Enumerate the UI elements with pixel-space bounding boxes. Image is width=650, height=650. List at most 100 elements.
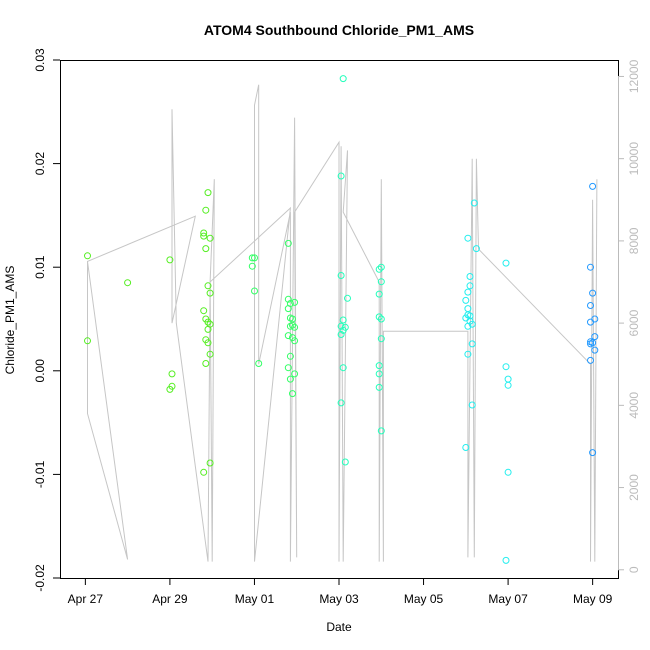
data-point (464, 305, 472, 313)
data-point (200, 229, 208, 237)
data-point (337, 272, 345, 279)
data-point (337, 399, 345, 407)
data-point (284, 332, 292, 340)
data-point (589, 182, 597, 190)
data-points (84, 75, 599, 564)
y-tick-label: -0.01 (33, 460, 47, 488)
data-point (591, 315, 599, 323)
data-point (589, 289, 597, 297)
data-point (284, 305, 292, 313)
data-point (337, 331, 345, 338)
y2-tick-label: 10000 (627, 142, 641, 176)
altitude-trace (86, 84, 598, 562)
data-point (375, 370, 383, 378)
data-point (200, 307, 208, 315)
data-point (502, 259, 510, 267)
secondary-y-axis: 0 2000 4000 6000 8000 10000 12000 (618, 59, 641, 573)
y-tick-label: 0.01 (33, 255, 47, 279)
data-point (377, 263, 385, 271)
x-axis-title: Date (326, 620, 352, 634)
data-point (291, 323, 299, 331)
x-tick-label: May 01 (235, 592, 275, 606)
data-point (339, 326, 347, 334)
data-point (504, 375, 512, 383)
data-point (206, 289, 214, 297)
data-point (464, 234, 472, 242)
data-point (341, 458, 349, 466)
data-point (464, 322, 472, 330)
data-point (375, 290, 383, 298)
data-point (466, 273, 474, 280)
data-point (204, 318, 212, 326)
y2-tick-label: 2000 (627, 474, 641, 501)
x-tick-label: Apr 29 (152, 592, 188, 606)
data-point (166, 256, 174, 264)
data-point (587, 263, 594, 271)
data-point (202, 206, 210, 214)
data-point (206, 459, 214, 467)
data-point (587, 356, 594, 364)
data-point (202, 245, 210, 253)
data-point (248, 254, 256, 262)
data-point (204, 325, 212, 333)
data-point (591, 346, 599, 354)
data-point (84, 337, 91, 345)
data-point (291, 370, 299, 378)
data-point (166, 385, 174, 393)
data-point (375, 383, 383, 391)
data-point (462, 296, 470, 304)
y2-tick-label: 12000 (627, 59, 641, 93)
data-point (286, 352, 294, 360)
data-point (255, 360, 263, 367)
y-tick-label: 0.02 (33, 152, 47, 176)
data-point (200, 468, 208, 476)
data-point (464, 288, 472, 296)
y-tick-label: -0.02 (33, 564, 47, 592)
data-point (589, 449, 597, 457)
data-point (587, 302, 594, 309)
data-point (204, 282, 212, 290)
y-axis-title: Chloride_PM1_AMS (3, 266, 17, 375)
data-point (504, 381, 512, 389)
data-point (124, 279, 132, 287)
data-point (375, 265, 383, 273)
data-point (377, 315, 385, 323)
data-point (337, 322, 345, 330)
data-point (339, 75, 347, 83)
data-point (587, 340, 594, 348)
data-point (375, 313, 383, 321)
data-point (206, 234, 214, 242)
data-point (502, 556, 510, 564)
data-point (377, 335, 385, 343)
x-tick-label: May 03 (319, 592, 359, 606)
data-point (291, 298, 299, 306)
data-point (251, 254, 258, 262)
data-point (464, 350, 472, 358)
data-point (591, 333, 599, 341)
data-point (206, 350, 214, 358)
data-point (204, 339, 212, 347)
y2-tick-label: 6000 (627, 309, 641, 336)
data-point (84, 252, 91, 260)
x-tick-label: May 07 (488, 592, 528, 606)
data-point (337, 172, 345, 180)
x-tick-label: Apr 27 (68, 592, 104, 606)
x-tick-label: May 05 (404, 592, 444, 606)
altitude-line (86, 84, 598, 562)
x-axis: Apr 27 Apr 29 May 01 May 03 May 05 May 07 May … (68, 578, 613, 606)
y2-tick-label: 4000 (627, 392, 641, 419)
y2-tick-label: 8000 (627, 227, 641, 254)
y-axis: -0.02 -0.01 0.00 0.01 0.02 0.03 (33, 48, 61, 592)
chart-title: ATOM4 Southbound Chloride_PM1_AMS (204, 22, 474, 38)
data-point (462, 444, 470, 451)
y-tick-label: 0.03 (33, 48, 47, 72)
data-point (204, 189, 212, 197)
data-point (466, 312, 474, 320)
data-point (168, 370, 176, 378)
data-point (284, 295, 292, 303)
data-point (289, 321, 296, 329)
data-point (504, 468, 512, 476)
data-point (466, 282, 474, 290)
data-point (251, 287, 258, 295)
